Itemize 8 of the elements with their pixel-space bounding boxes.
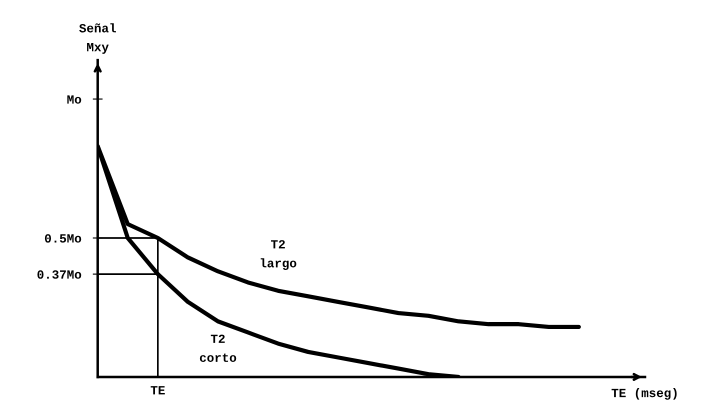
x-axis-title: TE (mseg) [612,388,677,400]
y-axis-title: Señal Mxy [79,23,116,54]
x-tick-label: TE [150,386,165,394]
y-tick-label: 0.5Mo [44,234,82,243]
series-label: T2 largo [260,240,296,270]
series-label: T2 corto [200,334,236,362]
y-tick-label: Mo [67,95,82,104]
y-tick-label: 0.37Mo [37,270,82,279]
